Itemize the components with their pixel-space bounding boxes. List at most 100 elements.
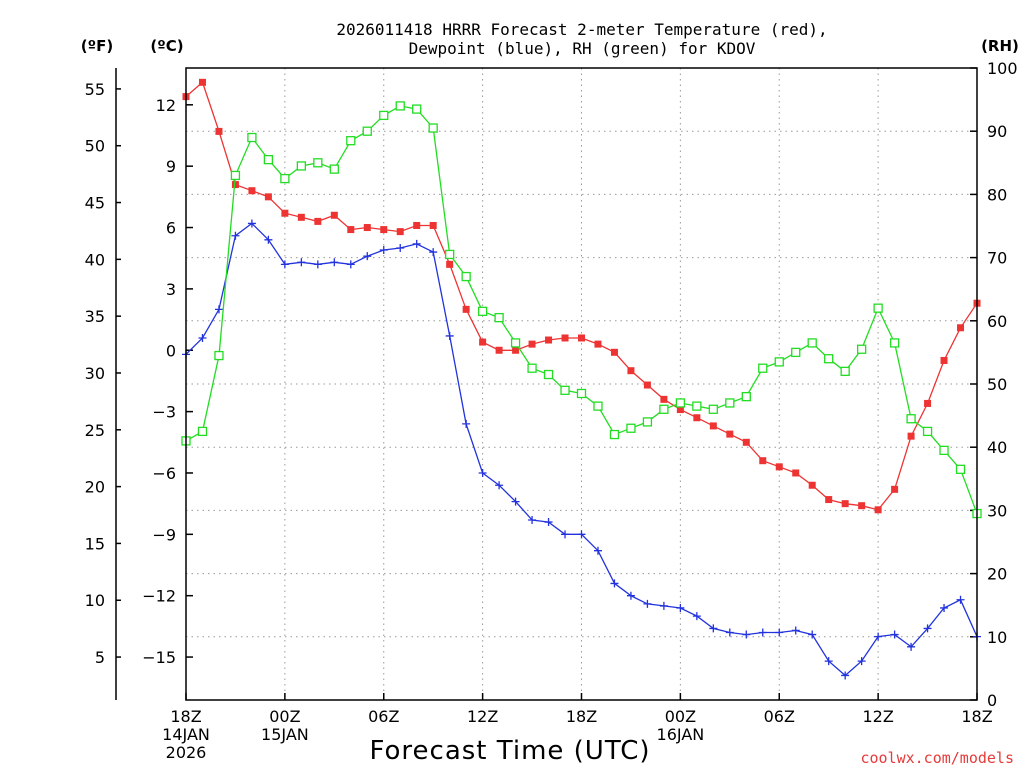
- data-point: [198, 333, 207, 342]
- data-point: [412, 104, 422, 114]
- data-point: [544, 518, 553, 527]
- fahrenheit-tick-label: 30: [85, 364, 105, 383]
- data-point: [379, 246, 388, 255]
- fahrenheit-unit-label: (ºF): [81, 37, 113, 55]
- time-tick-label: 2026: [166, 743, 207, 762]
- data-point: [840, 366, 850, 377]
- rh-tick-label: 20: [987, 565, 1007, 584]
- data-point: [560, 385, 570, 395]
- data-point: [428, 123, 438, 133]
- data-point: [627, 367, 635, 375]
- data-point: [296, 161, 307, 171]
- data-point: [198, 78, 206, 86]
- data-point: [561, 530, 570, 539]
- data-point: [922, 426, 933, 437]
- data-point: [643, 381, 651, 389]
- data-point: [825, 496, 833, 504]
- time-tick-label: 15JAN: [261, 725, 309, 744]
- data-point: [527, 363, 537, 373]
- data-point: [874, 506, 882, 514]
- data-point: [741, 391, 751, 402]
- data-point: [956, 595, 965, 604]
- data-point: [413, 221, 421, 229]
- celsius-tick-label: 12: [156, 96, 176, 115]
- celsius-tick-label: 0: [166, 341, 176, 360]
- data-point: [759, 457, 767, 465]
- data-point: [593, 401, 603, 411]
- plot-frame: [185, 67, 978, 701]
- data-point: [692, 612, 701, 621]
- credit-text: coolwx.com/models: [860, 749, 1014, 767]
- data-point: [874, 632, 883, 641]
- data-point: [281, 209, 289, 217]
- fahrenheit-tick-label: 5: [95, 648, 105, 667]
- data-point: [808, 630, 817, 639]
- data-point: [775, 463, 783, 471]
- data-point: [758, 628, 767, 637]
- time-tick-label: 12Z: [467, 707, 498, 726]
- data-point: [593, 546, 602, 555]
- fahrenheit-axis: 55 50 45 40 35 30 25 20 15 10 5: [85, 80, 121, 667]
- data-point: [363, 224, 371, 232]
- data-point: [891, 485, 899, 493]
- data-point: [446, 260, 454, 268]
- data-point: [889, 338, 900, 348]
- data-point: [478, 468, 487, 477]
- data-point: [231, 181, 239, 189]
- data-point: [280, 260, 289, 269]
- data-point: [791, 626, 800, 635]
- data-point: [215, 127, 223, 135]
- data-point: [659, 404, 669, 414]
- data-point: [395, 101, 405, 111]
- data-point: [429, 248, 438, 257]
- data-point: [858, 502, 866, 510]
- data-point: [742, 438, 750, 446]
- data-point: [907, 432, 915, 440]
- data-point: [561, 334, 569, 342]
- celsius-unit-label: (ºC): [150, 37, 183, 55]
- data-point: [692, 401, 702, 411]
- rh-tick-label: 70: [987, 249, 1007, 268]
- data-point: [824, 354, 834, 364]
- data-point: [841, 500, 849, 508]
- data-point: [675, 398, 686, 408]
- series-layer: [181, 78, 982, 680]
- celsius-tick-label: 6: [166, 219, 176, 238]
- time-tick-label: 06Z: [764, 707, 795, 726]
- data-point: [362, 126, 372, 136]
- data-point: [774, 357, 784, 367]
- data-point: [610, 348, 618, 356]
- data-point: [494, 312, 504, 323]
- fahrenheit-tick-label: 50: [85, 137, 105, 156]
- data-point: [576, 388, 587, 399]
- data-point: [693, 414, 701, 422]
- data-point: [545, 336, 553, 344]
- rh-tick-label: 80: [987, 185, 1007, 204]
- data-point: [247, 219, 256, 228]
- data-point: [495, 481, 504, 490]
- data-point: [528, 340, 536, 348]
- data-point: [231, 231, 240, 240]
- data-point: [873, 303, 883, 313]
- time-tick-label: 06Z: [368, 707, 399, 726]
- rh-tick-label: 30: [987, 501, 1007, 520]
- data-point: [197, 426, 208, 437]
- data-point: [264, 235, 273, 244]
- data-point: [462, 305, 470, 313]
- data-point: [758, 363, 768, 373]
- data-point: [907, 642, 916, 651]
- data-point: [329, 164, 339, 174]
- rh-tick-label: 50: [987, 375, 1007, 394]
- rh-tick-label: 10: [987, 628, 1007, 647]
- data-point: [330, 258, 339, 267]
- data-point: [940, 356, 948, 364]
- data-point: [263, 154, 274, 165]
- data-point: [940, 603, 949, 612]
- celsius-tick-label: −15: [142, 648, 176, 667]
- time-tick-label: 18Z: [961, 707, 992, 726]
- data-point: [594, 340, 602, 348]
- fahrenheit-tick-label: 35: [85, 307, 105, 326]
- title-line-1: 2026011418 HRRR Forecast 2-meter Tempera…: [336, 20, 827, 39]
- gridlines: [186, 68, 977, 700]
- celsius-tick-label: 9: [166, 157, 176, 176]
